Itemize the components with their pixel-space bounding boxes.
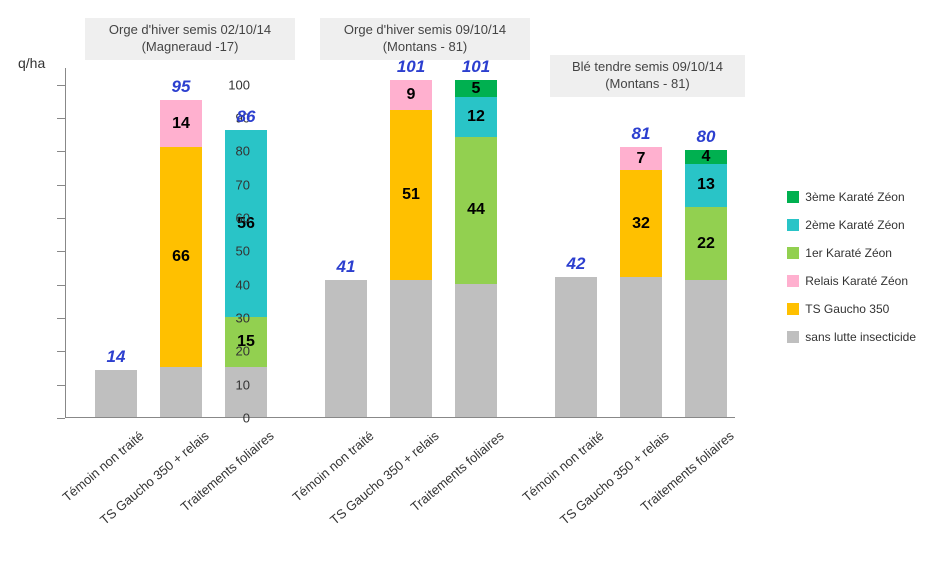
legend-label: Relais Karaté Zéon <box>805 274 908 288</box>
bar-segment: 22 <box>685 207 727 280</box>
bar-total-label: 80 <box>697 127 716 147</box>
y-tick <box>57 85 65 86</box>
x-category-label: Témoin non traité <box>14 428 146 542</box>
bar <box>325 67 367 417</box>
bar-segment <box>555 277 597 417</box>
group-header: Blé tendre semis 09/10/14(Montans - 81) <box>550 55 745 97</box>
y-tick <box>57 251 65 252</box>
group-header-line1: Orge d'hiver semis 09/10/14 <box>330 22 520 39</box>
y-tick <box>57 285 65 286</box>
legend-label: TS Gaucho 350 <box>805 302 889 316</box>
bar-segment <box>685 280 727 417</box>
y-tick-label: 100 <box>210 77 250 92</box>
legend-item: TS Gaucho 350 <box>787 302 916 316</box>
bar-segment: 13 <box>685 164 727 207</box>
legend-swatch <box>787 191 799 203</box>
group-header-line1: Blé tendre semis 09/10/14 <box>560 59 735 76</box>
y-tick-label: 70 <box>210 177 250 192</box>
legend-label: 2ème Karaté Zéon <box>805 218 904 232</box>
bar-segment <box>620 277 662 417</box>
legend-label: sans lutte insecticide <box>805 330 916 344</box>
y-tick-label: 30 <box>210 311 250 326</box>
bar-total-label: 14 <box>107 347 126 367</box>
chart-container: q/ha 661415565194412532722134 3ème Karat… <box>0 0 930 573</box>
y-tick <box>57 418 65 419</box>
legend-item: Relais Karaté Zéon <box>787 274 916 288</box>
legend-item: 3ème Karaté Zéon <box>787 190 916 204</box>
y-tick <box>57 351 65 352</box>
legend-item: 2ème Karaté Zéon <box>787 218 916 232</box>
y-tick-label: 20 <box>210 344 250 359</box>
y-tick <box>57 218 65 219</box>
bar-total-label: 101 <box>397 57 425 77</box>
bar-total-label: 86 <box>237 107 256 127</box>
legend-swatch <box>787 219 799 231</box>
group-header: Orge d'hiver semis 09/10/14(Montans - 81… <box>320 18 530 60</box>
bar: 6614 <box>160 67 202 417</box>
bar: 519 <box>390 67 432 417</box>
y-tick-label: 80 <box>210 144 250 159</box>
legend-swatch <box>787 247 799 259</box>
bar-segment: 14 <box>160 100 202 147</box>
bar: 22134 <box>685 67 727 417</box>
bar-total-label: 42 <box>567 254 586 274</box>
bar-total-label: 101 <box>462 57 490 77</box>
bar-segment: 5 <box>455 80 497 97</box>
legend-item: 1er Karaté Zéon <box>787 246 916 260</box>
bar: 327 <box>620 67 662 417</box>
group-header-line2: (Magneraud -17) <box>95 39 285 56</box>
bar-total-label: 95 <box>172 77 191 97</box>
legend-label: 3ème Karaté Zéon <box>805 190 904 204</box>
bar-segment: 7 <box>620 147 662 170</box>
x-category-label: TS Gaucho 350 + relais <box>309 428 441 542</box>
y-tick-label: 10 <box>210 377 250 392</box>
legend-swatch <box>787 331 799 343</box>
group-header-line2: (Montans - 81) <box>330 39 520 56</box>
y-tick <box>57 385 65 386</box>
bar-total-label: 81 <box>632 124 651 144</box>
legend-swatch <box>787 275 799 287</box>
bar-segment <box>160 367 202 417</box>
legend-label: 1er Karaté Zéon <box>805 246 892 260</box>
bar: 44125 <box>455 67 497 417</box>
legend: 3ème Karaté Zéon 2ème Karaté Zéon 1er Kara… <box>787 190 916 358</box>
y-tick-label: 50 <box>210 244 250 259</box>
bar-segment: 32 <box>620 170 662 277</box>
y-tick <box>57 318 65 319</box>
x-category-label: Traitements foliaires <box>604 428 736 542</box>
y-tick-label: 0 <box>210 411 250 426</box>
legend-item: sans lutte insecticide <box>787 330 916 344</box>
group-header-line1: Orge d'hiver semis 02/10/14 <box>95 22 285 39</box>
x-category-label: TS Gaucho 350 + relais <box>539 428 671 542</box>
bar-segment <box>95 370 137 417</box>
bar <box>555 67 597 417</box>
bar-segment: 66 <box>160 147 202 367</box>
y-axis-label: q/ha <box>18 55 45 71</box>
bar-segment: 44 <box>455 137 497 284</box>
bar-total-label: 41 <box>337 257 356 277</box>
bar-segment <box>455 284 497 417</box>
legend-swatch <box>787 303 799 315</box>
bar-segment: 9 <box>390 80 432 110</box>
y-tick-label: 60 <box>210 211 250 226</box>
bar-segment <box>390 280 432 417</box>
bar-segment: 12 <box>455 97 497 137</box>
bar-segment <box>325 280 367 417</box>
x-category-label: TS Gaucho 350 + relais <box>79 428 211 542</box>
bar-segment: 4 <box>685 150 727 163</box>
y-axis-line <box>65 68 66 417</box>
y-tick <box>57 185 65 186</box>
group-header-line2: (Montans - 81) <box>560 76 735 93</box>
group-header: Orge d'hiver semis 02/10/14(Magneraud -1… <box>85 18 295 60</box>
bar-segment: 51 <box>390 110 432 280</box>
y-tick <box>57 151 65 152</box>
y-tick <box>57 118 65 119</box>
plot-area: 661415565194412532722134 <box>65 68 735 418</box>
y-tick-label: 40 <box>210 277 250 292</box>
